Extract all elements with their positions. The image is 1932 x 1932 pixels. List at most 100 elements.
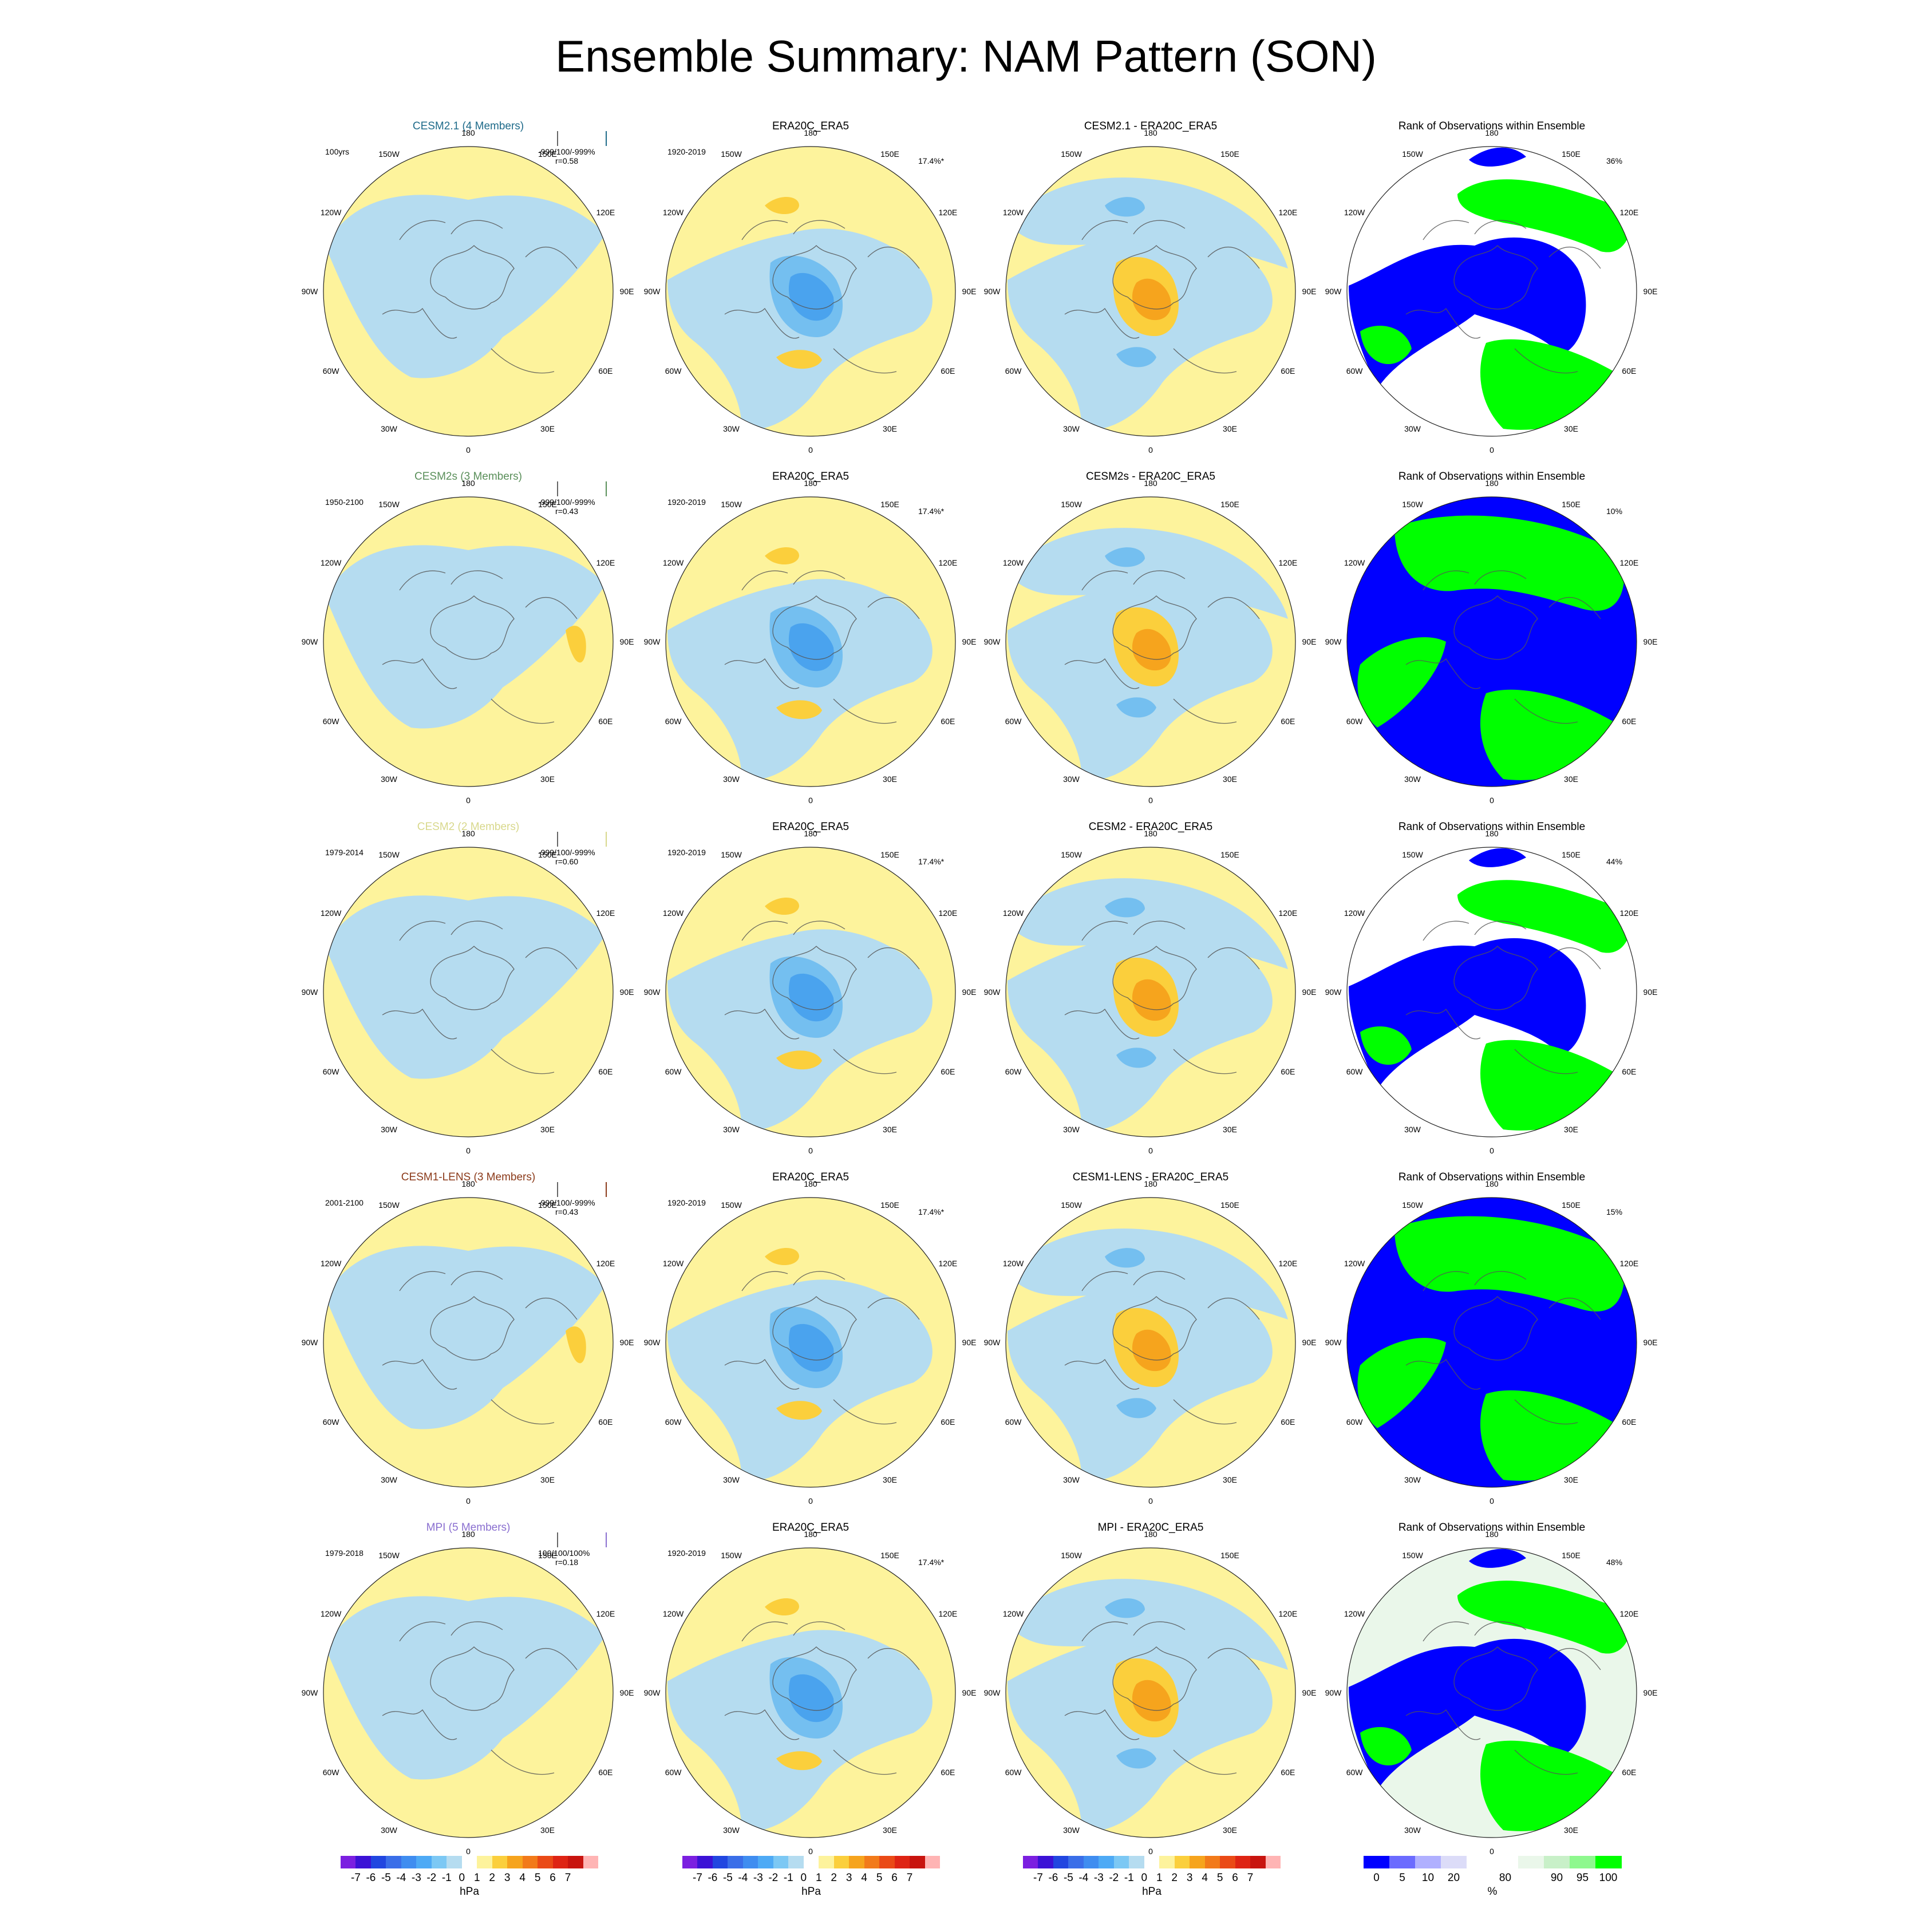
longitude-label: 30W [723, 1124, 740, 1134]
rank-polar-map [1346, 1197, 1637, 1488]
longitude-label: 60W [665, 716, 682, 726]
longitude-label: 120E [938, 1609, 958, 1618]
colorbar-tick-label: 100 [1599, 1872, 1618, 1884]
longitude-label: 90W [1325, 637, 1342, 646]
colorbar-swatch [447, 1856, 463, 1868]
years-label: 2001-2100 [325, 1198, 364, 1207]
longitude-label: 90E [962, 637, 977, 646]
colorbar-swatch [477, 1856, 493, 1868]
longitude-label: 30E [1564, 1825, 1578, 1835]
longitude-label: 0 [1490, 1847, 1494, 1856]
longitude-label: 150E [1220, 850, 1239, 860]
stats-label: 100/100/100% [538, 1548, 590, 1558]
longitude-label: 0 [808, 445, 813, 455]
longitude-label: 60E [598, 1417, 613, 1427]
colorbar-swatch [773, 1856, 789, 1868]
longitude-label: 180 [1144, 128, 1157, 137]
obs-polar-map [665, 1197, 956, 1488]
longitude-label: 120E [596, 1258, 615, 1268]
stats-label: -999/100/-999% [538, 1198, 595, 1207]
stats-label: -999/100/-999% [538, 147, 595, 156]
longitude-label: 90W [643, 1688, 661, 1697]
longitude-label: 90E [1302, 287, 1317, 296]
colorbar-swatch [1159, 1856, 1175, 1868]
obs-polar-map [665, 146, 956, 437]
rank-percent-label: 15% [1606, 1207, 1623, 1216]
longitude-label: 150W [1061, 1200, 1082, 1210]
longitude-label: 90E [1302, 1338, 1317, 1347]
colorbar-tick-label: 2 [489, 1872, 495, 1884]
longitude-label: 30E [1223, 774, 1237, 784]
correlation-label: r=0.58 [555, 156, 579, 165]
longitude-label: 90W [301, 1338, 318, 1347]
colorbar-tick-label: 5 [1216, 1872, 1223, 1884]
longitude-label: 120W [320, 1609, 342, 1618]
colorbar-swatch [1068, 1856, 1084, 1868]
longitude-label: 150E [880, 1551, 899, 1560]
colorbar-swatch [758, 1856, 774, 1868]
longitude-label: 60E [941, 716, 955, 726]
colorbar-swatch [431, 1856, 447, 1868]
longitude-label: 150W [1402, 1200, 1423, 1210]
longitude-label: 150W [1402, 500, 1423, 509]
diff-panel-title: MPI - ERA20C_ERA5 [1097, 1522, 1204, 1534]
colorbar-swatch [1389, 1856, 1416, 1868]
model-polar-map [323, 146, 614, 437]
longitude-label: 150W [721, 1551, 742, 1560]
longitude-label: 0 [1490, 796, 1494, 805]
longitude-label: 120E [1619, 1258, 1639, 1268]
longitude-label: 60E [598, 366, 613, 376]
colorbar-swatch [1570, 1856, 1596, 1868]
longitude-label: 150E [1562, 1200, 1581, 1210]
longitude-label: 30E [1564, 424, 1578, 433]
longitude-label: 120W [320, 908, 342, 918]
years-label: 1920-2019 [667, 497, 706, 507]
diff-polar-map [1005, 847, 1296, 1137]
rank-polar-map [1346, 1547, 1637, 1838]
model-panel-title: CESM2s (3 Members) [414, 471, 522, 483]
longitude-label: 60W [1005, 1066, 1022, 1076]
longitude-label: 60E [1281, 1066, 1295, 1076]
longitude-label: 30W [723, 774, 740, 784]
colorbar-swatch [788, 1856, 804, 1868]
longitude-label: 0 [466, 1496, 471, 1506]
longitude-label: 120W [662, 908, 684, 918]
colorbar-swatch [386, 1856, 402, 1868]
longitude-label: 90E [1302, 1688, 1317, 1697]
longitude-label: 30W [723, 1475, 740, 1484]
colorbar-swatch [507, 1856, 523, 1868]
longitude-label: 150E [880, 149, 899, 159]
longitude-label: 60E [941, 1417, 955, 1427]
longitude-label: 150E [1220, 1551, 1239, 1560]
model-polar-map [323, 847, 614, 1137]
longitude-label: 30E [883, 1475, 897, 1484]
longitude-label: 120W [1002, 1609, 1024, 1618]
colorbar-tick-label: 10 [1421, 1872, 1435, 1884]
longitude-label: 150E [538, 149, 557, 159]
longitude-label: 120W [320, 1258, 342, 1268]
colorbar-swatch [341, 1856, 356, 1868]
years-label: 1920-2019 [667, 1548, 706, 1558]
rank-percent-label: 36% [1606, 156, 1623, 165]
colorbar-tick-label: 20 [1447, 1872, 1460, 1884]
colorbar-tick-label: -7 [351, 1872, 361, 1884]
colorbar-swatch [552, 1856, 568, 1868]
longitude-label: 60E [598, 716, 613, 726]
longitude-label: 150W [378, 1551, 400, 1560]
longitude-label: 180 [461, 829, 475, 838]
longitude-label: 0 [1490, 445, 1494, 455]
longitude-label: 30E [1223, 1475, 1237, 1484]
colorbar-tick-label: 5 [876, 1872, 883, 1884]
longitude-label: 90W [643, 637, 661, 646]
longitude-label: 150E [538, 850, 557, 860]
longitude-label: 60E [941, 1767, 955, 1777]
obs-polar-map [665, 1547, 956, 1838]
colorbar-swatch [355, 1856, 372, 1868]
longitude-label: 120W [662, 1609, 684, 1618]
longitude-label: 30E [883, 774, 897, 784]
correlation-label: r=0.43 [555, 507, 579, 516]
marker-bar [557, 832, 558, 847]
longitude-label: 60W [1346, 1767, 1363, 1777]
longitude-label: 30E [540, 1825, 555, 1835]
longitude-label: 150W [1061, 149, 1082, 159]
